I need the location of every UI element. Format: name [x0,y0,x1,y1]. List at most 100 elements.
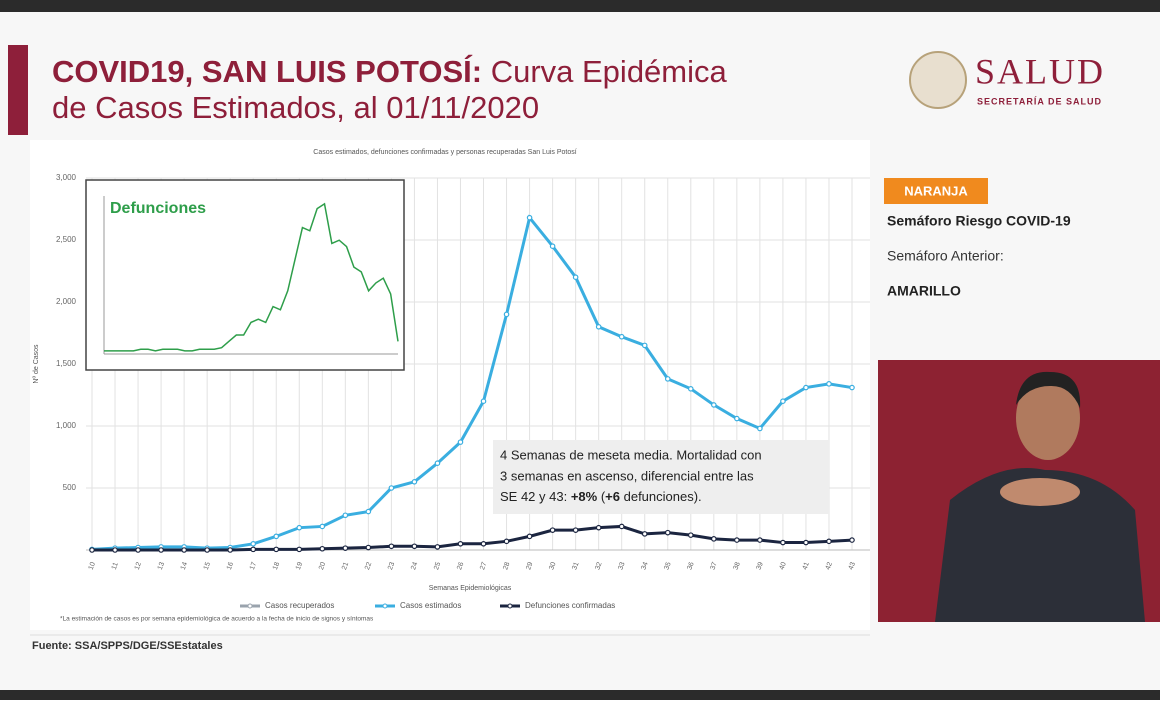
interpreter-body [935,468,1145,622]
footnote: *La estimación de casos es por semana ep… [60,616,374,623]
logo-text: SALUD [975,51,1105,91]
inset-line [104,202,399,352]
series-marker [480,540,487,547]
legend-label: Defunciones confirmadas [525,601,615,610]
series-marker [826,538,832,545]
annotation-line: SE 42 y 43: +8% (+6 defunciones). [500,489,702,504]
series-marker [273,533,280,540]
series-marker [757,425,763,432]
series-marker [296,524,303,531]
series-marker [158,547,164,553]
x-tick-label: 27 [479,561,488,571]
x-tick-label: 31 [571,561,580,571]
series-marker [342,545,349,551]
top-strip [0,0,1160,12]
legend-swatch-marker [382,603,388,609]
legend-label: Casos recuperados [265,601,334,610]
x-tick-label: 25 [433,561,442,571]
series-marker [250,546,257,553]
x-tick-label: 42 [825,561,834,571]
legend-swatch-marker [247,603,253,609]
interpreter-video [878,360,1160,622]
x-tick-label: 37 [710,561,719,571]
chart-title: Casos estimados, defunciones confirmadas… [313,149,576,156]
series-marker [595,323,602,330]
series-marker [618,333,625,340]
y-tick-label: 2,500 [56,235,77,244]
annotation-part: defunciones). [620,489,702,504]
series-marker [503,311,510,318]
series-marker [411,478,418,485]
series-line [92,524,853,552]
series-marker [319,545,326,552]
x-tick-label: 13 [157,561,166,571]
x-tick-label: 15 [203,561,212,571]
annotation-part: SE 42 y 43: [500,489,571,504]
x-tick-label: 10 [88,561,97,571]
badge-text: NARANJA [904,183,968,198]
series-marker [803,539,809,546]
series-marker [457,540,464,547]
x-tick-label: 38 [733,561,742,571]
series-marker [342,512,349,519]
series-marker [664,529,671,536]
x-tick-label: 22 [364,561,373,571]
series-marker [664,376,671,382]
interpreter-head [1016,376,1080,460]
x-tick-label: 33 [617,561,626,571]
series-marker [296,546,303,553]
legend-label: Casos estimados [400,601,461,610]
annotation-line: 3 semanas en ascenso, diferencial entre … [500,468,754,483]
series-marker [319,523,326,530]
series-marker [641,531,648,537]
title-bold: COVID19, SAN LUIS POTOSÍ: [52,54,482,89]
series-marker [687,532,694,538]
annotation-part: ( [597,489,606,504]
series-marker [826,381,832,387]
x-tick-label: 35 [663,561,672,571]
annotation-part: +8% [571,489,598,504]
x-tick-label: 32 [594,561,603,571]
title-rest: Curva Epidémica [491,54,728,89]
series-marker [734,537,740,543]
series-marker [457,439,464,445]
x-tick-label: 29 [525,561,534,571]
series-marker [503,538,510,545]
series-marker [434,544,441,550]
panel-line1: Semáforo Riesgo COVID-19 [887,213,1071,229]
series-marker [595,524,602,531]
interpreter-hair [1016,371,1081,408]
series-marker [250,540,257,547]
x-tick-label: 24 [410,561,419,571]
series-marker [803,384,809,391]
series-marker [711,402,717,408]
series-marker [549,527,556,533]
series-marker [411,543,418,550]
series-line [91,214,853,551]
series-marker [641,342,648,349]
x-tick-label: 40 [779,561,788,571]
accent-bar [8,45,28,135]
series-marker [849,384,855,391]
x-tick-label: 11 [111,561,120,570]
series-marker [434,460,441,467]
x-tick-label: 12 [134,561,143,571]
x-tick-label: 14 [180,561,189,571]
x-tick-label: 34 [640,561,649,571]
x-tick-label: 16 [226,561,235,571]
logo-emblem [909,51,967,109]
series-marker [572,274,579,281]
series-marker [181,547,187,553]
series-marker [204,547,210,553]
x-tick-label: 36 [686,561,695,571]
legend-swatch-marker [507,603,513,609]
series-marker [227,547,233,553]
series-marker [849,537,855,543]
inset-title: Defunciones [110,200,206,217]
y-tick-label: 2,000 [56,297,77,306]
y-tick-label: 1,500 [56,359,77,368]
series-marker [572,527,579,533]
series-marker [112,547,118,553]
interpreter-hands [1000,478,1080,506]
panel-line2: Semáforo Anterior: [887,248,1004,264]
